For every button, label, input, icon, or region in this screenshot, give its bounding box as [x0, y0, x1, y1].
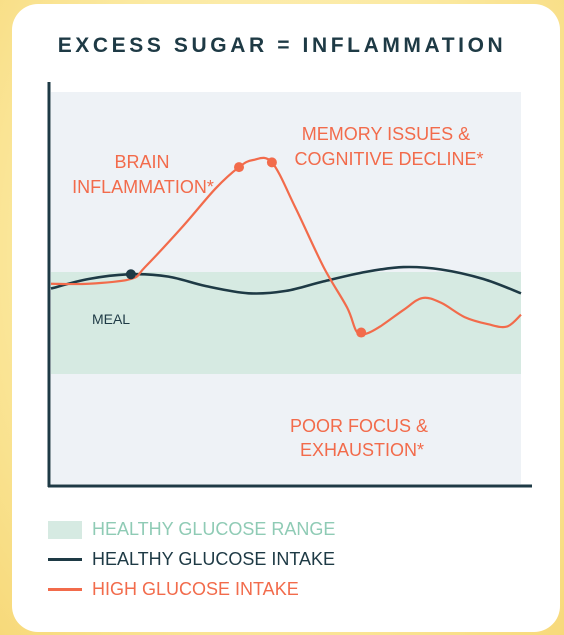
annotation-label-meal: MEAL: [92, 311, 130, 327]
annotation-label-focus: POOR FOCUS &: [290, 416, 428, 436]
legend-item-healthy-range: HEALTHY GLUCOSE RANGE: [48, 516, 388, 546]
annotation-label-memory: COGNITIVE DECLINE*: [294, 149, 483, 169]
legend-label-healthy-range: HEALTHY GLUCOSE RANGE: [92, 519, 336, 539]
chart-title: EXCESS SUGAR = INFLAMMATION: [57, 34, 507, 57]
annotation-label-brain: INFLAMMATION*: [72, 177, 214, 197]
legend-label-high-intake: HIGH GLUCOSE INTAKE: [92, 579, 299, 599]
legend-line-healthy-intake: [48, 558, 82, 561]
healthy-range-band: [51, 272, 521, 374]
annotation-point-brain: [234, 162, 244, 173]
annotation-point-memory: [266, 157, 277, 168]
annotation-label-memory: MEMORY ISSUES &: [302, 124, 470, 144]
annotation-point-meal: [125, 269, 136, 280]
legend-line-high-intake: [48, 588, 82, 591]
legend-swatch-healthy-range: [48, 521, 82, 539]
series-line-high-intake: [50, 156, 522, 336]
legend-item-high-intake: HIGH GLUCOSE INTAKE: [48, 576, 388, 606]
annotation-point-focus: [356, 327, 367, 338]
annotation-label-focus: EXHAUSTION*: [300, 440, 424, 460]
legend-label-healthy-intake: HEALTHY GLUCOSE INTAKE: [92, 549, 336, 569]
legend-item-healthy-intake: HEALTHY GLUCOSE INTAKE: [48, 546, 388, 576]
annotation-label-brain: BRAIN: [114, 152, 169, 172]
